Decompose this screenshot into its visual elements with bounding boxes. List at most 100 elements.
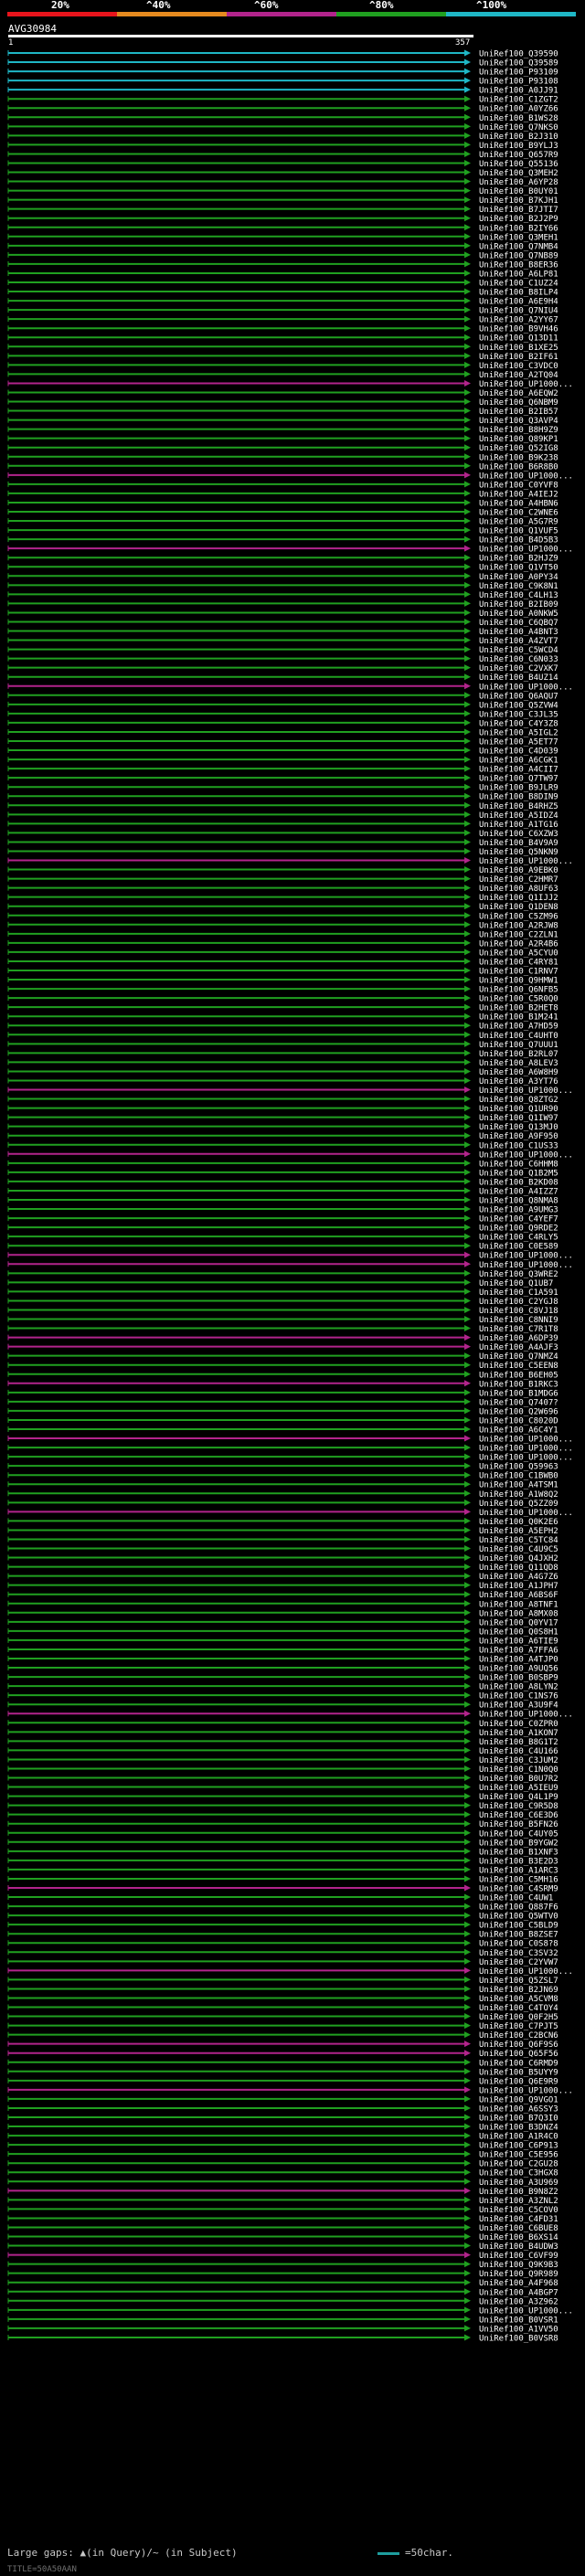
hit-row[interactable]: UniRef100_A2YY67 — [7, 315, 558, 325]
hit-row[interactable]: UniRef100_A1R4C0 — [7, 2132, 558, 2142]
hit-row[interactable]: UniRef100_A9EBK0 — [7, 866, 558, 875]
hit-label[interactable]: UniRef100_B3E2D3 — [479, 1857, 558, 1866]
hit-row[interactable]: UniRef100_C7R1T8 — [7, 1325, 558, 1334]
hit-label[interactable]: UniRef100_A1TG16 — [479, 821, 558, 830]
hit-label[interactable]: UniRef100_C5BLD9 — [479, 1922, 558, 1931]
hit-label[interactable]: UniRef100_UP1000... — [479, 1087, 573, 1096]
hit-row[interactable]: UniRef100_A6YP28 — [7, 178, 558, 187]
hit-row[interactable]: UniRef100_C5R0Q0 — [7, 994, 558, 1004]
hit-label[interactable]: UniRef100_C6RMD9 — [479, 2059, 558, 2068]
hit-label[interactable]: UniRef100_A1W8Q2 — [479, 1490, 558, 1500]
hit-label[interactable]: UniRef100_A6E9H4 — [479, 298, 558, 307]
hit-label[interactable]: UniRef100_A4F968 — [479, 2279, 558, 2288]
hit-label[interactable]: UniRef100_C9K8N1 — [479, 582, 558, 591]
hit-label[interactable]: UniRef100_A9F950 — [479, 1132, 558, 1141]
hit-row[interactable]: UniRef100_A3Z962 — [7, 2297, 558, 2306]
hit-row[interactable]: UniRef100_A4G7Z6 — [7, 1573, 558, 1582]
hit-row[interactable]: UniRef100_C9K8N1 — [7, 581, 558, 591]
hit-label[interactable]: UniRef100_Q11QD8 — [479, 1564, 558, 1573]
hit-row[interactable]: UniRef100_Q7NMZ4 — [7, 1352, 558, 1362]
hit-row[interactable]: UniRef100_Q9HMW1 — [7, 976, 558, 986]
hit-row[interactable]: UniRef100_Q887F6 — [7, 1903, 558, 1913]
hit-row[interactable]: UniRef100_B4D5B3 — [7, 535, 558, 546]
hit-row[interactable]: UniRef100_Q1IW97 — [7, 1114, 558, 1123]
hit-label[interactable]: UniRef100_B7KJH1 — [479, 196, 558, 206]
hit-label[interactable]: UniRef100_C9R5D8 — [479, 1802, 558, 1811]
hit-label[interactable]: UniRef100_UP1000... — [479, 1252, 573, 1261]
hit-label[interactable]: UniRef100_C4YEF7 — [479, 1215, 558, 1224]
hit-row[interactable]: UniRef100_C1NS76 — [7, 1691, 558, 1701]
hit-row[interactable]: UniRef100_C4LH13 — [7, 590, 558, 600]
hit-row[interactable]: UniRef100_B2HJZ9 — [7, 554, 558, 564]
hit-label[interactable]: UniRef100_C6BUE8 — [479, 2224, 558, 2233]
hit-label[interactable]: UniRef100_UP1000... — [479, 2306, 573, 2316]
hit-label[interactable]: UniRef100_A6DP39 — [479, 1334, 558, 1343]
hit-label[interactable]: UniRef100_A4TSM1 — [479, 1481, 558, 1490]
hit-row[interactable]: UniRef100_C2YGJ8 — [7, 1297, 558, 1307]
hit-row[interactable]: UniRef100_UP1000... — [7, 1444, 573, 1454]
hit-row[interactable]: UniRef100_C6N033 — [7, 655, 558, 664]
hit-label[interactable]: UniRef100_A2RJW8 — [479, 921, 558, 930]
hit-label[interactable]: UniRef100_B9YGW2 — [479, 1839, 558, 1848]
hit-label[interactable]: UniRef100_Q657R9 — [479, 151, 558, 160]
hit-row[interactable]: UniRef100_A6C4Y1 — [7, 1426, 558, 1436]
hit-label[interactable]: UniRef100_Q3MEH2 — [479, 169, 558, 178]
hit-row[interactable]: UniRef100_UP1000... — [7, 379, 573, 389]
hit-label[interactable]: UniRef100_A8UF63 — [479, 885, 558, 894]
hit-label[interactable]: UniRef100_B1MDG6 — [479, 1389, 558, 1398]
hit-label[interactable]: UniRef100_Q59963 — [479, 1463, 558, 1472]
hit-label[interactable]: UniRef100_C5ZM96 — [479, 912, 558, 921]
hit-row[interactable]: UniRef100_Q1UR90 — [7, 1105, 558, 1114]
hit-label[interactable]: UniRef100_C4U166 — [479, 1747, 558, 1756]
hit-row[interactable]: UniRef100_UP1000... — [7, 1251, 573, 1261]
hit-row[interactable]: UniRef100_C4Y3Z8 — [7, 719, 558, 728]
hit-label[interactable]: UniRef100_P93108 — [479, 78, 558, 87]
hit-row[interactable]: UniRef100_A0YZ66 — [7, 105, 558, 114]
hit-label[interactable]: UniRef100_C1UZ24 — [479, 280, 558, 289]
hit-row[interactable]: UniRef100_A4TJP0 — [7, 1655, 558, 1665]
hit-label[interactable]: UniRef100_C2YGJ8 — [479, 1298, 558, 1307]
hit-label[interactable]: UniRef100_Q9R989 — [479, 2270, 558, 2279]
hit-row[interactable]: UniRef100_A4IZZ7 — [7, 1187, 558, 1196]
hit-label[interactable]: UniRef100_A6YP28 — [479, 178, 558, 187]
hit-row[interactable]: UniRef100_Q65F56 — [7, 2050, 558, 2059]
hit-label[interactable]: UniRef100_B2KD08 — [479, 1178, 558, 1187]
hit-row[interactable]: UniRef100_B5FN26 — [7, 1820, 558, 1829]
hit-row[interactable]: UniRef100_Q7TW97 — [7, 774, 558, 784]
hit-label[interactable]: UniRef100_C5MH16 — [479, 1875, 558, 1884]
hit-row[interactable]: UniRef100_C8VJ18 — [7, 1306, 558, 1316]
hit-label[interactable]: UniRef100_Q7UUU1 — [479, 1041, 558, 1050]
hit-label[interactable]: UniRef100_A5IDZ4 — [479, 811, 558, 821]
hit-row[interactable]: UniRef100_A2TQ04 — [7, 370, 558, 380]
hit-row[interactable]: UniRef100_A1VV50 — [7, 2325, 558, 2334]
hit-row[interactable]: UniRef100_B9VH46 — [7, 324, 558, 334]
hit-row[interactable]: UniRef100_C6E3D6 — [7, 1811, 558, 1820]
hit-label[interactable]: UniRef100_B4D5B3 — [479, 536, 558, 546]
hit-label[interactable]: UniRef100_A1KON7 — [479, 1729, 558, 1738]
hit-label[interactable]: UniRef100_B0U7R2 — [479, 1775, 558, 1784]
hit-row[interactable]: UniRef100_A6LP81 — [7, 270, 558, 279]
hit-label[interactable]: UniRef100_A4TJP0 — [479, 1656, 558, 1665]
hit-label[interactable]: UniRef100_A9UQ56 — [479, 1665, 558, 1674]
hit-row[interactable]: UniRef100_A1ARC3 — [7, 1866, 558, 1875]
hit-row[interactable]: UniRef100_C4FD31 — [7, 2214, 558, 2224]
hit-label[interactable]: UniRef100_UP1000... — [479, 2086, 573, 2095]
hit-row[interactable]: UniRef100_Q1DEN8 — [7, 903, 558, 912]
hit-label[interactable]: UniRef100_UP1000... — [479, 1967, 573, 1977]
hit-label[interactable]: UniRef100_A6TIE9 — [479, 1637, 558, 1646]
hit-row[interactable]: UniRef100_A6E9H4 — [7, 297, 558, 307]
hit-row[interactable]: UniRef100_B9N8Z2 — [7, 2187, 558, 2197]
hit-row[interactable]: UniRef100_C2BCN6 — [7, 2031, 558, 2041]
hit-label[interactable]: UniRef100_B2HJZ9 — [479, 555, 558, 564]
hit-row[interactable]: UniRef100_A6SSY3 — [7, 2104, 558, 2114]
hit-row[interactable]: UniRef100_C4TOY4 — [7, 2004, 558, 2013]
hit-row[interactable]: UniRef100_A8MX08 — [7, 1609, 558, 1618]
hit-row[interactable]: UniRef100_A3U9F4 — [7, 1701, 558, 1711]
hit-label[interactable]: UniRef100_Q5ZVW4 — [479, 701, 558, 710]
hit-row[interactable]: UniRef100_Q1VUF5 — [7, 526, 558, 536]
hit-row[interactable]: UniRef100_Q7NB89 — [7, 251, 558, 260]
hit-row[interactable]: UniRef100_C3HGX8 — [7, 2168, 558, 2178]
hit-row[interactable]: UniRef100_Q9R989 — [7, 2270, 558, 2279]
hit-row[interactable]: UniRef100_Q39590 — [7, 49, 558, 59]
hit-row[interactable]: UniRef100_B5UYY9 — [7, 2068, 558, 2077]
